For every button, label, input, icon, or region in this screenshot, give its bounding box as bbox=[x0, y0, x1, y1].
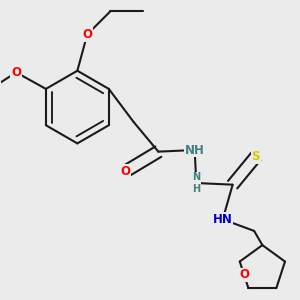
Text: O: O bbox=[120, 165, 130, 178]
Text: O: O bbox=[11, 66, 21, 79]
Text: O: O bbox=[82, 28, 92, 41]
Text: S: S bbox=[251, 150, 260, 163]
Text: O: O bbox=[239, 268, 249, 281]
Text: N
H: N H bbox=[192, 172, 200, 194]
Text: NH: NH bbox=[185, 143, 205, 157]
Text: HN: HN bbox=[213, 213, 233, 226]
